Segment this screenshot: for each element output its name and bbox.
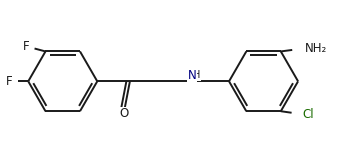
Text: H: H — [193, 70, 200, 80]
Text: O: O — [119, 107, 128, 120]
Text: F: F — [23, 40, 30, 53]
Text: F: F — [6, 75, 13, 88]
Text: NH₂: NH₂ — [305, 42, 327, 55]
Text: Cl: Cl — [303, 108, 314, 121]
Text: N: N — [188, 69, 196, 81]
